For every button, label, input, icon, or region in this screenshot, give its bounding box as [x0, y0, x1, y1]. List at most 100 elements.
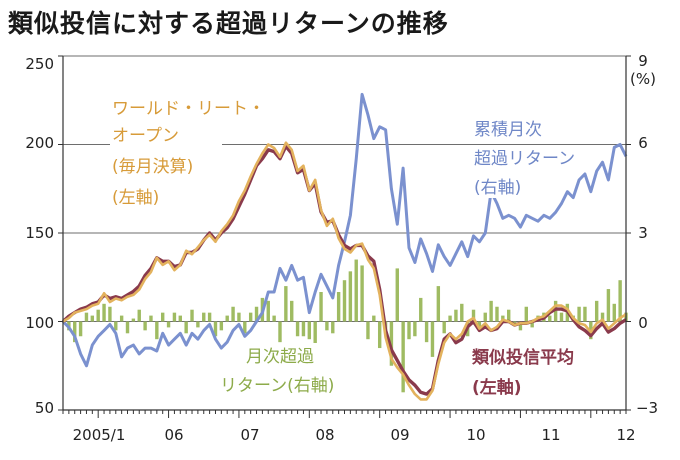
monthly-excess-bar	[84, 312, 89, 322]
x-tick-label: 10	[466, 426, 485, 444]
monthly-excess-bar	[483, 312, 487, 322]
monthly-excess-bar	[583, 306, 587, 322]
monthly-excess-bar	[395, 268, 399, 322]
monthly-excess-bar	[507, 309, 511, 322]
annotation-reit: ワールド・リート・ オープン (毎月決算) (左軸)	[110, 95, 302, 208]
monthly-excess-bar	[512, 321, 517, 325]
monthly-excess-bar	[108, 306, 112, 322]
monthly-excess-bar	[413, 321, 417, 337]
x-tick-label: 06	[164, 426, 183, 444]
annotation-reit-line: (毎月決算)	[112, 157, 193, 177]
left-tick-label: 250	[25, 55, 54, 73]
monthly-excess-bar	[114, 321, 118, 331]
monthly-excess-bar	[248, 312, 253, 322]
monthly-excess-bar	[266, 300, 270, 322]
monthly-excess-bar	[331, 321, 335, 334]
monthly-excess-bar	[196, 321, 200, 328]
monthly-excess-bar	[160, 312, 165, 322]
series-lines	[61, 92, 628, 401]
monthly-excess-bar	[272, 315, 276, 322]
monthly-excess-bar	[471, 309, 476, 322]
left-tick-label: 50	[35, 399, 54, 417]
chart-title: 類似投信に対する超過リターンの推移	[8, 9, 449, 38]
right-tick-label: 9	[638, 52, 648, 70]
monthly-excess-bar	[96, 309, 100, 322]
monthly-excess-bar	[430, 321, 435, 357]
monthly-excess-bar	[442, 321, 446, 334]
monthly-excess-bar	[284, 286, 288, 322]
monthly-excess-bar	[237, 312, 241, 322]
monthly-excess-bar	[225, 315, 229, 322]
monthly-excess-bar	[524, 306, 529, 322]
monthly-excess-bar	[606, 289, 611, 322]
monthly-excess-bar	[495, 306, 499, 322]
monthly-excess-bar	[553, 300, 558, 322]
monthly-excess-bar	[401, 321, 405, 393]
monthly-excess-bar	[143, 321, 147, 331]
monthly-excess-bar	[489, 300, 493, 322]
monthly-excess-bar	[530, 321, 534, 328]
monthly-excess-bar	[548, 315, 552, 322]
world-reit-open-line	[62, 141, 627, 401]
annotation-cumulative-line: 累積月次	[474, 120, 542, 140]
monthly-excess-bar	[184, 321, 188, 334]
monthly-excess-bar	[207, 312, 212, 322]
monthly-excess-bar	[131, 318, 136, 322]
annotation-monthly-line: リターン(右軸)	[220, 376, 334, 396]
right-tick-label: 3	[638, 224, 648, 242]
monthly-excess-bar	[178, 315, 182, 322]
monthly-excess-bar	[407, 321, 411, 340]
x-tick-label: 08	[315, 426, 334, 444]
monthly-excess-bar	[325, 321, 329, 331]
monthly-excess-bar	[137, 309, 141, 322]
left-tick-label: 150	[25, 224, 54, 242]
monthly-excess-bar	[278, 321, 282, 343]
monthly-excess-bar	[377, 321, 382, 349]
annotation-monthly: 月次超過 リターン(右軸)	[218, 343, 382, 396]
monthly-excess-bar	[372, 315, 376, 322]
monthly-excess-bar	[354, 259, 358, 322]
cumulative-excess-line	[61, 92, 628, 368]
x-tick-label: 2005/1	[73, 426, 126, 444]
monthly-excess-bar	[360, 265, 364, 322]
monthly-excess-bar	[254, 306, 259, 322]
monthly-excess-bar	[295, 321, 300, 337]
monthly-excess-bar	[73, 321, 77, 343]
monthly-excess-bar	[190, 309, 194, 322]
annotation-cumulative-line: (右軸)	[474, 178, 521, 198]
monthly-excess-bar	[166, 321, 171, 328]
monthly-excess-bar	[290, 300, 294, 322]
left-tick-label: 100	[25, 314, 54, 332]
monthly-excess-bar	[389, 321, 394, 366]
monthly-excess-bar	[454, 309, 458, 322]
monthly-excess-bar	[307, 321, 312, 340]
monthly-excess-bar	[243, 321, 247, 334]
left-tick-label: 200	[25, 134, 54, 152]
monthly-excess-bar	[594, 300, 599, 322]
annotation-peer-line: (左軸)	[472, 377, 522, 398]
annotation-reit-line: (左軸)	[112, 188, 159, 208]
monthly-excess-bar	[149, 315, 153, 322]
x-tick-label: 11	[541, 426, 560, 444]
monthly-excess-bar	[219, 321, 224, 331]
monthly-excess-bar	[90, 315, 95, 322]
monthly-excess-bar	[119, 315, 124, 322]
x-tick-label: 12	[616, 426, 635, 444]
x-tick-label: 09	[390, 426, 409, 444]
monthly-excess-bar	[518, 321, 523, 331]
annotation-peer-line: 類似投信平均	[471, 347, 574, 368]
monthly-excess-bar	[612, 303, 616, 322]
right-tick-label: 0	[638, 314, 648, 332]
monthly-excess-bar	[78, 321, 83, 337]
annotation-peer: 類似投信平均 (左軸)	[470, 344, 610, 398]
monthly-excess-bar	[336, 292, 341, 322]
monthly-excess-bar	[424, 321, 429, 343]
monthly-excess-bar	[125, 321, 130, 334]
monthly-excess-bar	[348, 271, 353, 322]
annotation-reit-line: ワールド・リート・	[112, 99, 265, 119]
monthly-excess-bar	[213, 321, 218, 337]
annotation-monthly-line: 月次超過	[246, 347, 314, 367]
annotation-cumulative-line: 超過リターン	[474, 149, 575, 169]
right-tick-label: −3	[636, 399, 658, 417]
